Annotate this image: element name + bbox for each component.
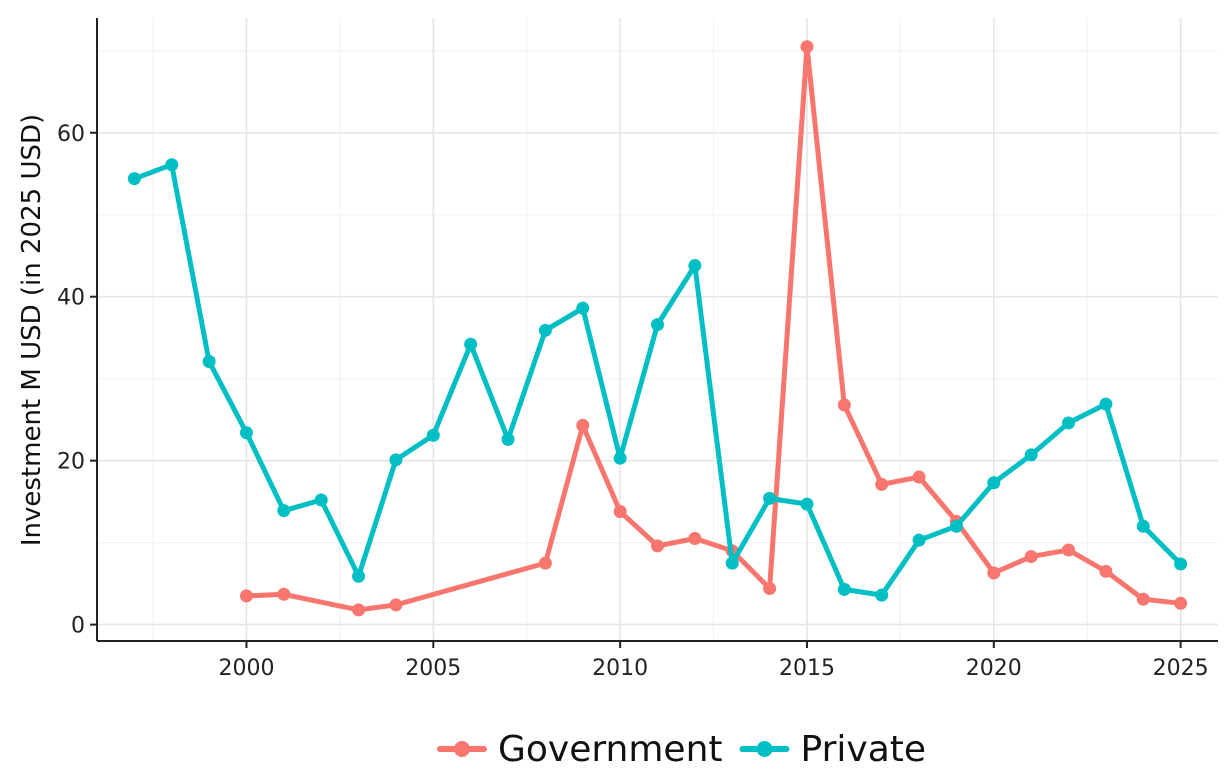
data-point-government [688,532,702,546]
legend-label: Private [801,729,927,770]
data-point-private [1136,519,1150,533]
data-point-government [1099,564,1113,578]
legend-item-private: Private [739,729,927,770]
data-point-government [763,582,777,596]
data-point-private [239,426,253,440]
series-government [239,40,1188,617]
legend-item-government: Government [437,729,723,770]
data-point-private [613,451,627,465]
data-point-private [426,428,440,442]
y-tick-label: 0 [71,614,85,639]
grid [97,18,1218,641]
legend-key-dot [756,741,773,757]
x-tick-label: 2015 [779,656,835,681]
series-line-private [131,162,1184,598]
data-point-private [837,582,851,596]
data-point-private [725,556,739,570]
data-point-private [1062,416,1076,430]
axes: 0 20 40 60 2000 2005 2010 2015 2020 2025 [57,18,1218,681]
data-point-government [1174,596,1188,610]
data-point-government [800,40,814,54]
data-point-private [277,504,291,518]
data-point-private [1024,448,1038,462]
data-point-government [277,587,291,601]
data-point-government [352,603,366,617]
x-tick-label: 2025 [1153,656,1209,681]
data-point-government [1024,550,1038,564]
data-point-private [165,158,179,172]
data-point-government [538,556,552,570]
legend-label: Government [498,729,723,770]
data-point-private [651,318,664,332]
data-point-private [127,172,141,186]
x-tick-label: 2005 [405,656,461,681]
data-point-government [651,539,664,553]
data-point-government [1136,592,1150,606]
y-tick-label: 20 [57,450,85,475]
data-point-government [837,398,851,412]
x-tick-label: 2010 [592,656,648,681]
data-point-private [1174,557,1188,571]
data-point-private [800,497,814,511]
series-line-government [244,44,1184,613]
data-point-private [875,588,889,602]
data-point-government [576,418,590,432]
data-point-government [875,477,889,491]
y-tick-label: 60 [57,122,85,147]
data-point-government [389,598,403,612]
series-layer [127,40,1188,617]
data-point-private [464,337,478,351]
data-point-private [912,533,926,547]
x-tick-label: 2000 [218,656,274,681]
data-point-private [688,259,702,273]
data-point-government [239,589,253,603]
data-point-private [763,491,777,505]
series-private [127,158,1188,602]
data-point-government [987,566,1001,580]
data-point-private [1099,397,1113,411]
data-point-government [912,470,926,484]
data-point-private [389,453,403,467]
legend-key-dot [454,741,470,757]
data-point-private [314,493,328,507]
x-tick-label: 2020 [966,656,1022,681]
data-point-private [352,569,366,583]
data-point-private [949,519,963,533]
data-point-private [987,476,1001,490]
data-point-government [613,504,627,518]
data-point-private [501,432,515,446]
data-point-private [538,323,552,337]
data-point-private [202,354,216,368]
data-point-private [576,301,590,315]
legend: Government Private [437,729,927,770]
y-tick-label: 40 [57,286,85,311]
y-axis-title: Investment M USD (in 2025 USD) [17,114,47,546]
data-point-government [1062,543,1076,557]
